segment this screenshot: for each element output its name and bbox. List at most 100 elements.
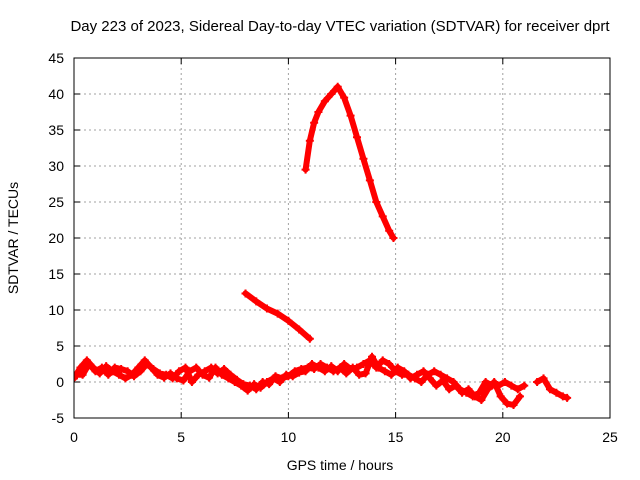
- data-point: [509, 401, 518, 410]
- data-point: [372, 198, 381, 206]
- data-point: [500, 378, 509, 386]
- data-point: [232, 375, 241, 384]
- data-point: [310, 365, 319, 374]
- data-point: [316, 360, 325, 368]
- data-point: [374, 363, 383, 372]
- data-point: [545, 385, 554, 394]
- data-point: [481, 378, 490, 386]
- data-point: [245, 381, 254, 390]
- series-arc-high: [301, 82, 398, 242]
- chart-title: Day 223 of 2023, Sidereal Day-to-day VTE…: [70, 18, 610, 35]
- data-point: [162, 370, 171, 379]
- data-point: [387, 370, 396, 379]
- y-tick-labels: -5 0 5 10 15 20 25 30 35 40 45: [48, 50, 64, 426]
- data-point: [393, 363, 402, 372]
- data-point: [539, 374, 548, 383]
- grid-lines: [74, 58, 610, 418]
- data-point: [85, 360, 94, 368]
- data-point: [142, 360, 151, 368]
- data-point: [104, 370, 113, 379]
- data-point: [400, 367, 409, 376]
- data-point: [97, 363, 106, 372]
- data-point: [436, 370, 445, 379]
- data-point: [179, 376, 188, 385]
- data-point: [305, 136, 314, 145]
- data-point: [490, 378, 499, 386]
- data-point: [533, 378, 542, 386]
- data-point: [123, 367, 132, 376]
- x-tick-label: 25: [602, 429, 618, 445]
- data-point: [226, 370, 235, 379]
- y-axis-label: SDTVAR / TECUs: [5, 182, 21, 294]
- y-tick-label: 45: [48, 50, 64, 66]
- data-point: [470, 392, 479, 401]
- data-point: [333, 82, 342, 91]
- data-point: [406, 374, 415, 383]
- data-point: [346, 111, 355, 120]
- data-point: [130, 372, 139, 381]
- data-point: [220, 365, 229, 374]
- data-point: [322, 363, 331, 372]
- data-point: [340, 93, 349, 102]
- data-point: [252, 385, 261, 394]
- data-point: [115, 370, 124, 379]
- data-point: [389, 234, 398, 242]
- data-point: [385, 226, 394, 235]
- data-point: [155, 369, 164, 378]
- data-point: [520, 381, 529, 390]
- series-low-band-tail: [533, 374, 572, 402]
- data-point: [464, 385, 473, 394]
- y-tick-label: 20: [48, 230, 64, 246]
- data-point: [353, 133, 362, 142]
- data-point: [348, 363, 357, 372]
- data-point: [458, 388, 467, 397]
- x-tick-label: 5: [177, 429, 185, 445]
- data-point: [284, 372, 293, 381]
- data-point: [271, 372, 280, 381]
- data-point: [320, 97, 329, 106]
- data-point: [76, 363, 85, 372]
- data-point: [558, 392, 567, 401]
- axis-ticks: [73, 57, 611, 419]
- data-point: [205, 373, 214, 382]
- data-point: [496, 392, 505, 401]
- data-point: [305, 334, 314, 343]
- data-point: [91, 367, 100, 376]
- data-point: [361, 369, 370, 378]
- data-point: [380, 367, 389, 376]
- x-tick-label: 15: [388, 429, 404, 445]
- data-point: [378, 212, 387, 221]
- data-point: [552, 388, 561, 397]
- data-point: [483, 385, 492, 394]
- data-point: [432, 381, 441, 390]
- data-point: [136, 367, 145, 376]
- data-point: [303, 363, 312, 372]
- data-point: [117, 365, 126, 374]
- data-point: [175, 367, 184, 376]
- data-point: [563, 393, 572, 402]
- data-point: [239, 380, 248, 389]
- data-point: [385, 360, 394, 368]
- series-arc-mid: [241, 289, 314, 343]
- data-point: [477, 396, 486, 404]
- data-point: [359, 154, 368, 163]
- data-point: [329, 367, 338, 376]
- x-tick-label: 10: [281, 429, 297, 445]
- y-tick-label: 25: [48, 194, 64, 210]
- y-tick-label: 0: [56, 374, 64, 390]
- data-point: [78, 370, 87, 379]
- data-point: [290, 367, 299, 376]
- data-point: [425, 374, 434, 383]
- data-point: [168, 374, 177, 383]
- series-trace: [302, 83, 397, 241]
- y-tick-label: 30: [48, 158, 64, 174]
- data-point: [417, 378, 426, 386]
- data-point: [295, 325, 304, 334]
- data-point: [365, 176, 374, 185]
- series-low-band-b: [74, 352, 524, 410]
- x-tick-labels: 0 5 10 15 20 25: [70, 429, 618, 445]
- data-point: [413, 370, 422, 379]
- data-point: [445, 385, 454, 394]
- data-point: [181, 363, 190, 372]
